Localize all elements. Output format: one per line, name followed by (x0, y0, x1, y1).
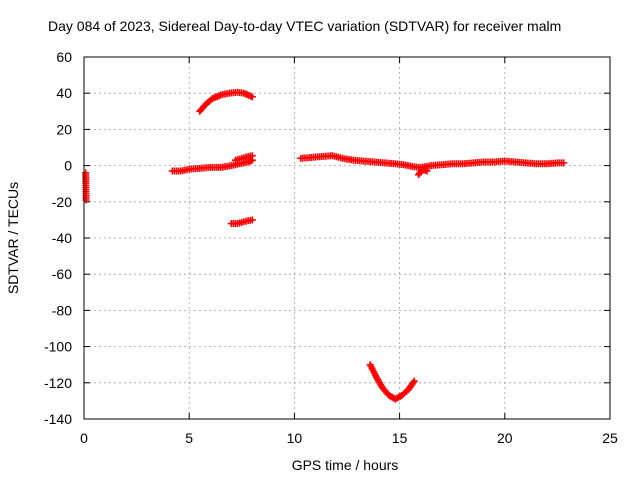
y-tick-label: 0 (64, 158, 72, 174)
grid (84, 57, 610, 419)
chart-title: Day 084 of 2023, Sidereal Day-to-day VTE… (48, 18, 561, 34)
y-tick-label: 40 (56, 85, 72, 101)
y-tick-label: -100 (44, 339, 72, 355)
axis-ticks (83, 56, 611, 420)
data-point (248, 152, 256, 160)
x-tick-label: 5 (185, 430, 193, 446)
y-tick-label: -120 (44, 375, 72, 391)
series-morning-baseline (168, 156, 256, 175)
data-point (560, 159, 568, 167)
data-point (423, 167, 431, 175)
series-upper-cluster (231, 152, 256, 164)
series-afternoon-band (417, 157, 568, 171)
data-points (82, 88, 568, 403)
y-tick-label: 60 (56, 49, 72, 65)
y-tick-label: -140 (44, 411, 72, 427)
data-point (409, 378, 417, 386)
data-point (410, 377, 418, 385)
x-tick-label: 15 (392, 430, 408, 446)
y-tick-label: 20 (56, 121, 72, 137)
plot-frame (83, 56, 611, 420)
y-axis-title: SDTVAR / TECUs (5, 182, 21, 294)
y-tick-labels: 60 40 20 0 -20 -40 -60 -80 -100 -120 -140 (44, 49, 72, 427)
series-early-points (82, 169, 90, 204)
y-tick-label: -60 (52, 266, 72, 282)
y-tick-label: -40 (52, 230, 72, 246)
x-tick-label: 0 (80, 430, 88, 446)
x-tick-label: 10 (287, 430, 303, 446)
series-upper-arc (196, 88, 256, 115)
data-point (248, 93, 256, 101)
x-axis-title: GPS time / hours (292, 457, 399, 473)
y-tick-label: -80 (52, 302, 72, 318)
series-v-curve (366, 361, 418, 403)
x-tick-labels: 0 5 10 15 20 25 (80, 430, 618, 446)
y-tick-label: -20 (52, 194, 72, 210)
x-tick-label: 20 (497, 430, 513, 446)
data-point (248, 216, 256, 224)
series-midday-band (297, 152, 423, 171)
series-lower-cluster (227, 216, 256, 228)
x-tick-label: 25 (602, 430, 618, 446)
series-afternoon-dip (415, 165, 431, 179)
